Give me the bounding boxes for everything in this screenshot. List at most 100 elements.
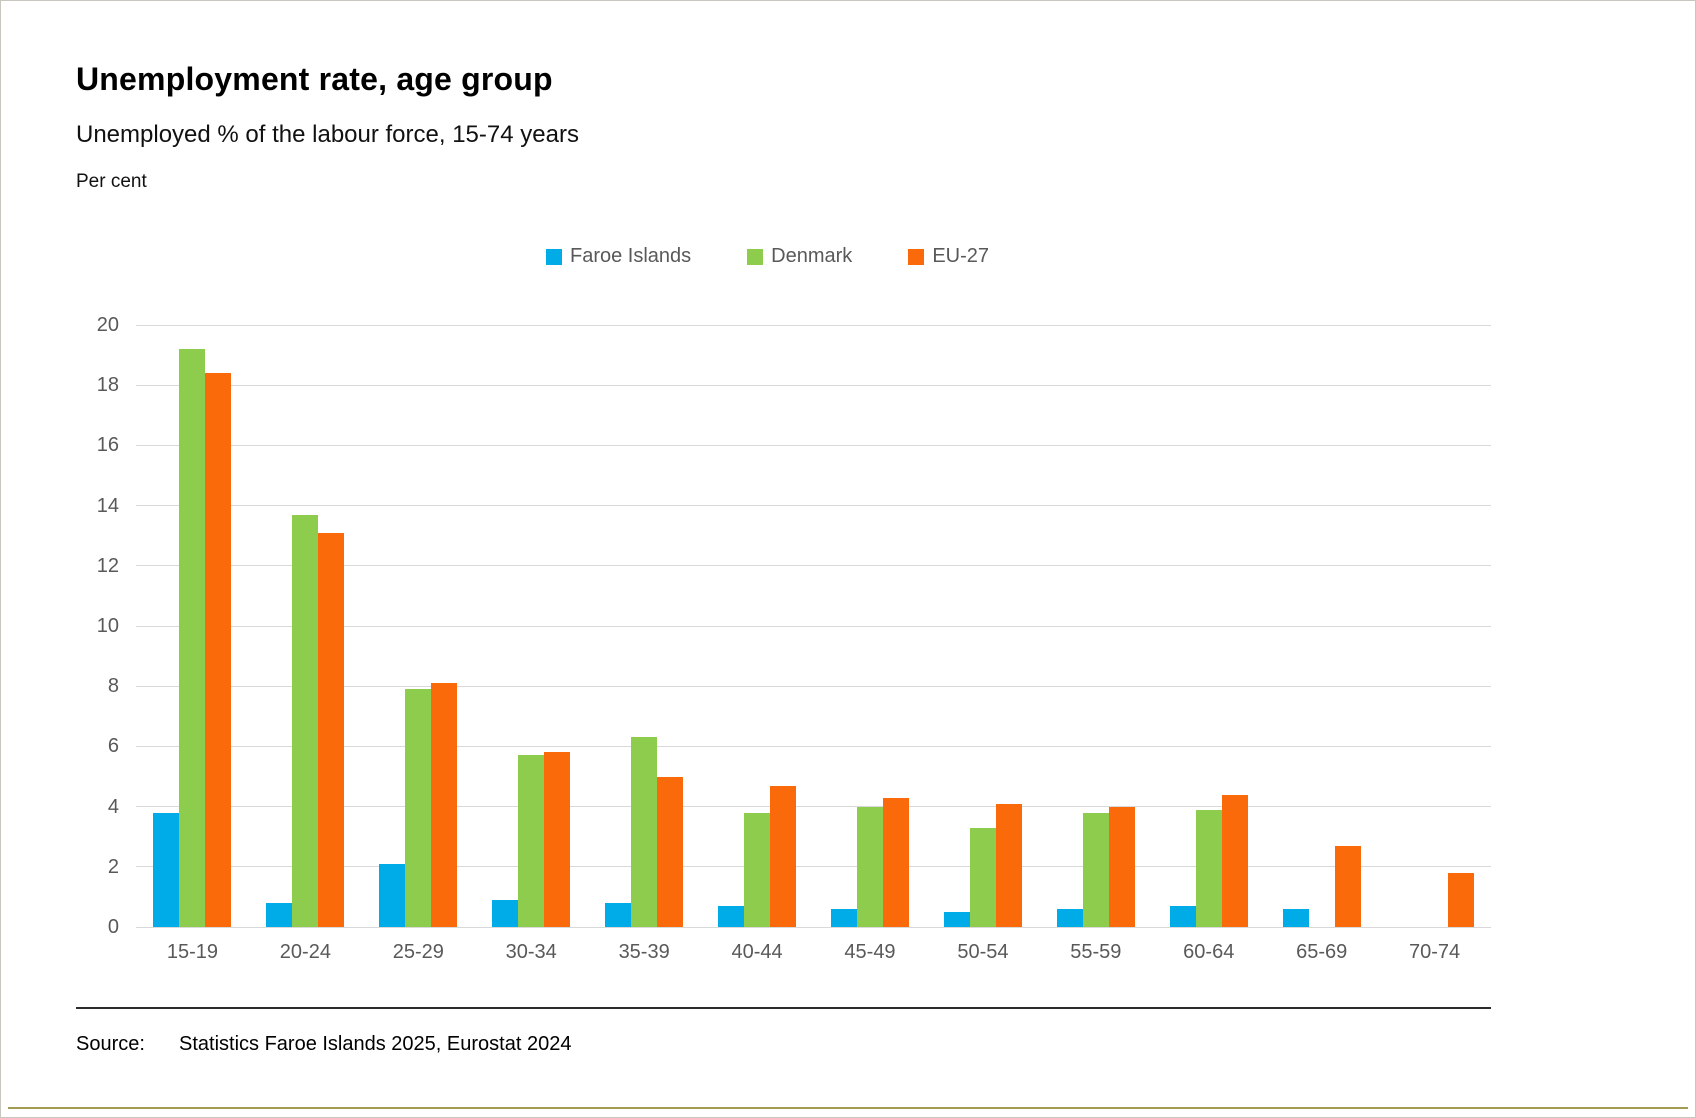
source-label: Source: [76, 1033, 145, 1055]
legend-label: Denmark [771, 245, 853, 267]
legend-swatch-icon [908, 248, 925, 265]
legend-item-0: Faroe Islands [546, 245, 691, 268]
bar-group-60-64 [1152, 325, 1265, 927]
bar-eu-27-25-29 [431, 683, 458, 927]
bar-faroe-islands-60-64 [1169, 905, 1196, 927]
gridline-18 [136, 384, 1491, 386]
gridline-6 [136, 745, 1491, 747]
bar-denmark-25-29 [405, 689, 432, 927]
bar-eu-27-60-64 [1221, 794, 1248, 927]
bar-denmark-45-49 [856, 806, 883, 927]
y-tick-label-8: 8 [107, 675, 119, 698]
source-text: Statistics Faroe Islands 2025, Eurostat … [179, 1033, 572, 1055]
y-tick-label-0: 0 [107, 916, 119, 938]
x-tick-label-45-49: 45-49 [844, 941, 896, 963]
bottom-accent-rule [8, 1107, 1688, 1109]
x-tick-label-20-24: 20-24 [279, 941, 331, 963]
plot-area [136, 324, 1491, 928]
chart-subtitle: Unemployed % of the labour force, 15-74 … [76, 121, 579, 148]
bar-faroe-islands-20-24 [266, 902, 293, 927]
legend-swatch-icon [747, 248, 764, 265]
bar-group-15-19 [136, 325, 249, 927]
x-tick-label-70-74: 70-74 [1409, 941, 1461, 963]
x-tick-label-30-34: 30-34 [505, 941, 557, 963]
y-tick-label-20: 20 [96, 314, 119, 336]
bar-denmark-35-39 [631, 737, 658, 927]
bar-eu-27-40-44 [770, 785, 797, 927]
bar-denmark-40-44 [744, 812, 771, 927]
bar-group-45-49 [814, 325, 927, 927]
gridline-0 [136, 926, 1491, 928]
bar-eu-27-15-19 [205, 373, 232, 927]
gridline-16 [136, 444, 1491, 446]
footer-divider [76, 1007, 1491, 1009]
bar-denmark-15-19 [179, 349, 206, 927]
y-axis-unit-label: Per cent [76, 171, 147, 192]
bar-group-65-69 [1265, 325, 1378, 927]
bar-faroe-islands-35-39 [605, 902, 632, 927]
gridline-2 [136, 866, 1491, 868]
bar-faroe-islands-65-69 [1282, 908, 1309, 927]
bar-faroe-islands-15-19 [153, 812, 180, 927]
bar-denmark-55-59 [1082, 812, 1109, 927]
legend-item-1: Denmark [747, 245, 852, 268]
x-tick-label-60-64: 60-64 [1183, 941, 1235, 963]
bar-eu-27-45-49 [882, 797, 909, 927]
bar-faroe-islands-55-59 [1056, 908, 1083, 927]
x-tick-label-50-54: 50-54 [957, 941, 1009, 963]
x-tick-label-65-69: 65-69 [1296, 941, 1348, 963]
y-tick-label-2: 2 [107, 855, 119, 878]
y-tick-label-18: 18 [96, 374, 119, 397]
legend-item-2: EU-27 [908, 245, 989, 268]
gridline-8 [136, 685, 1491, 687]
legend-label: Faroe Islands [570, 245, 692, 267]
x-axis: 15-19 20-24 25-29 30-34 35-39 40-44 45-49 50-54… [136, 941, 1491, 964]
bar-faroe-islands-25-29 [379, 863, 406, 927]
x-tick-label-25-29: 25-29 [392, 941, 444, 963]
bar-denmark-60-64 [1195, 809, 1222, 927]
bar-eu-27-50-54 [995, 803, 1022, 927]
bar-group-30-34 [475, 325, 588, 927]
bar-denmark-20-24 [292, 514, 319, 927]
bar-faroe-islands-50-54 [943, 911, 970, 927]
y-tick-label-16: 16 [96, 434, 119, 457]
bar-group-70-74 [1378, 325, 1491, 927]
y-tick-label-14: 14 [96, 494, 119, 517]
y-tick-label-6: 6 [107, 735, 119, 758]
bar-faroe-islands-45-49 [830, 908, 857, 927]
bar-group-40-44 [701, 325, 814, 927]
bar-eu-27-20-24 [318, 532, 345, 927]
gridline-20 [136, 324, 1491, 326]
bar-eu-27-35-39 [657, 776, 684, 927]
bar-faroe-islands-40-44 [718, 905, 745, 927]
bar-eu-27-55-59 [1108, 806, 1135, 927]
y-tick-label-10: 10 [96, 615, 119, 637]
bar-group-50-54 [926, 325, 1039, 927]
x-tick-label-55-59: 55-59 [1070, 941, 1122, 963]
bar-group-55-59 [1039, 325, 1152, 927]
legend-swatch-icon [546, 248, 562, 265]
gridline-4 [136, 806, 1491, 808]
bar-denmark-50-54 [969, 827, 996, 927]
bar-group-20-24 [249, 325, 362, 927]
gridline-12 [136, 565, 1491, 567]
y-axis: 0 2 4 6 8 10 12 14 16 18 20 [61, 314, 119, 938]
x-tick-label-35-39: 35-39 [618, 941, 670, 963]
bar-eu-27-65-69 [1334, 845, 1361, 927]
gridline-14 [136, 505, 1491, 507]
bar-eu-27-70-74 [1447, 872, 1474, 927]
bar-group-25-29 [362, 325, 475, 927]
x-tick-label-40-44: 40-44 [731, 941, 783, 963]
chart-legend: Faroe Islands Denmark EU-27 [546, 245, 989, 268]
gridline-10 [136, 625, 1491, 627]
y-tick-label-12: 12 [96, 554, 119, 577]
y-tick-label-4: 4 [107, 795, 119, 818]
bar-group-35-39 [588, 325, 701, 927]
legend-label: EU-27 [932, 245, 990, 267]
bar-eu-27-30-34 [544, 752, 571, 927]
x-tick-label-15-19: 15-19 [166, 941, 219, 963]
bar-denmark-30-34 [518, 755, 545, 927]
bar-series-container [136, 325, 1491, 927]
page-title: Unemployment rate, age group [76, 61, 553, 97]
